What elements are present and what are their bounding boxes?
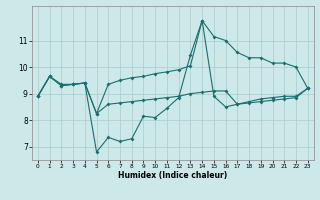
X-axis label: Humidex (Indice chaleur): Humidex (Indice chaleur) — [118, 171, 228, 180]
